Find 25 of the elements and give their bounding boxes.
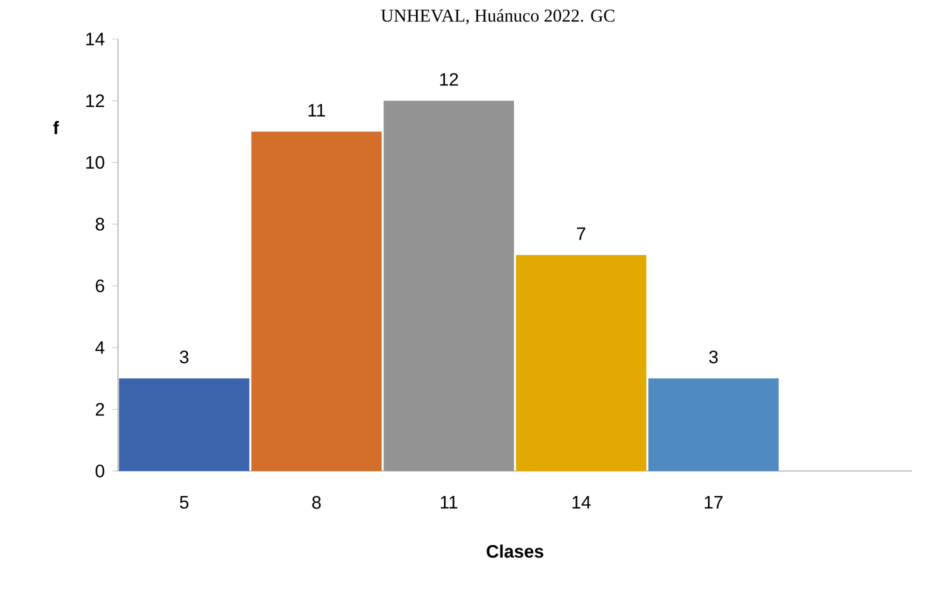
y-tick-label: 4	[95, 341, 104, 354]
bar	[118, 378, 250, 471]
x-tick-label: 11	[440, 496, 458, 508]
data-label: 12	[440, 73, 458, 86]
x-tick-label: 17	[704, 496, 723, 508]
chart-title: UNHEVAL, Huánuco 2022. GC	[381, 9, 614, 24]
x-tick-label: 5	[180, 496, 188, 509]
bar	[648, 378, 779, 471]
data-label: 3	[180, 350, 188, 364]
x-tick-label: 8	[312, 496, 321, 509]
x-axis-title: Clases	[486, 544, 544, 558]
bar	[516, 255, 646, 471]
y-axis-title: f	[53, 121, 59, 134]
data-label: 7	[577, 228, 586, 240]
y-tick-label: 0	[96, 464, 104, 478]
y-tick-label: 6	[96, 279, 104, 292]
bar	[251, 132, 382, 471]
y-tick-label: 10	[86, 156, 104, 169]
data-label: 11	[308, 104, 325, 117]
data-label: 3	[709, 350, 718, 364]
y-tick-label: 8	[96, 218, 104, 231]
x-tick-label: 14	[572, 496, 591, 508]
y-tick-label: 14	[86, 32, 104, 46]
y-tick-label: 12	[86, 94, 104, 107]
y-tick-label: 2	[96, 402, 104, 416]
